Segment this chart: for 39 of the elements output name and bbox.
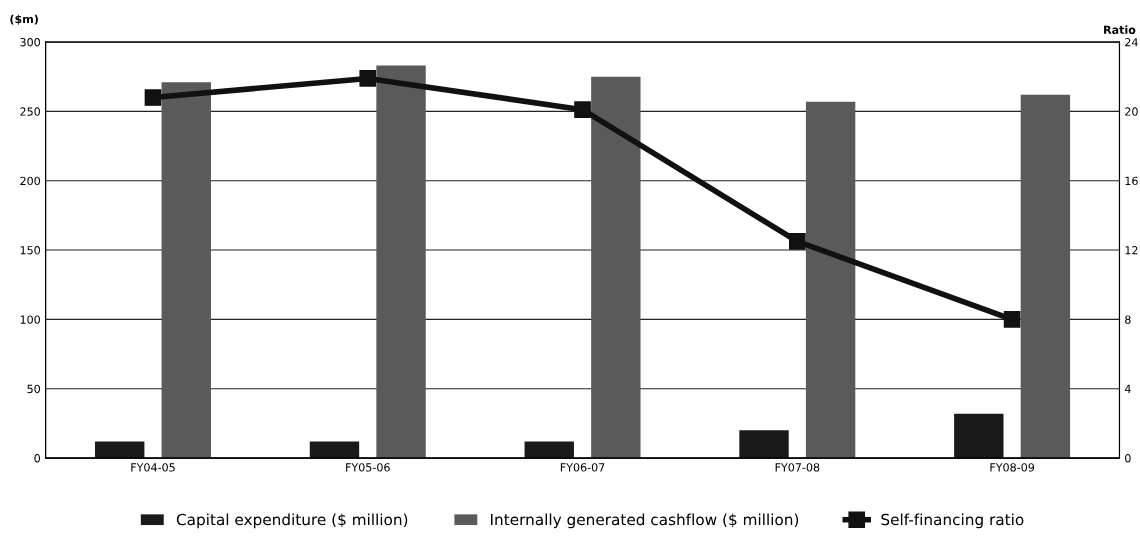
y2-tick-label: 16 xyxy=(1125,176,1138,186)
point xyxy=(359,70,377,87)
legend-label: Internally generated cashflow ($ million) xyxy=(491,513,799,529)
point xyxy=(788,233,806,250)
bar xyxy=(161,82,211,459)
x-tick-label: FY04-05 xyxy=(131,463,175,472)
x-tick-label: FY07-08 xyxy=(775,463,820,472)
bar xyxy=(524,441,574,459)
y-tick-label: 300 xyxy=(20,38,40,47)
x-tick-label: FY08-09 xyxy=(990,463,1035,472)
y2-tick-label: 12 xyxy=(1125,246,1138,255)
bar xyxy=(1020,94,1071,459)
y-tick-label: 200 xyxy=(20,176,40,186)
bar xyxy=(739,430,789,459)
y2-tick-label: 24 xyxy=(1125,38,1138,47)
legend-label: Self-financing ratio xyxy=(881,513,1024,529)
y2-tick-label: 8 xyxy=(1125,315,1131,324)
y-tick-label: 0 xyxy=(34,454,40,463)
bar xyxy=(805,101,856,459)
x-tick-label: FY06-07 xyxy=(560,463,605,472)
bar xyxy=(95,441,145,459)
bar xyxy=(954,413,1004,459)
y-axis-title: ($m) xyxy=(10,14,38,25)
x-tick-label: FY05-06 xyxy=(346,463,390,472)
y-tick-label: 50 xyxy=(27,384,40,394)
y2-axis-title: Ratio xyxy=(1104,25,1136,34)
y-tick-label: 150 xyxy=(20,246,40,255)
y-tick-label: 250 xyxy=(20,107,40,116)
bar xyxy=(376,65,426,459)
y2-tick-label: 4 xyxy=(1124,384,1131,393)
y-tick-label: 100 xyxy=(20,315,40,324)
bar xyxy=(309,441,360,459)
legend-label: Capital expenditure ($ million) xyxy=(176,513,408,529)
y2-tick-label: 20 xyxy=(1125,107,1138,116)
y2-tick-label: 0 xyxy=(1125,454,1131,463)
point xyxy=(1003,311,1021,328)
point xyxy=(144,89,162,106)
point xyxy=(574,101,591,118)
bar xyxy=(591,76,641,459)
